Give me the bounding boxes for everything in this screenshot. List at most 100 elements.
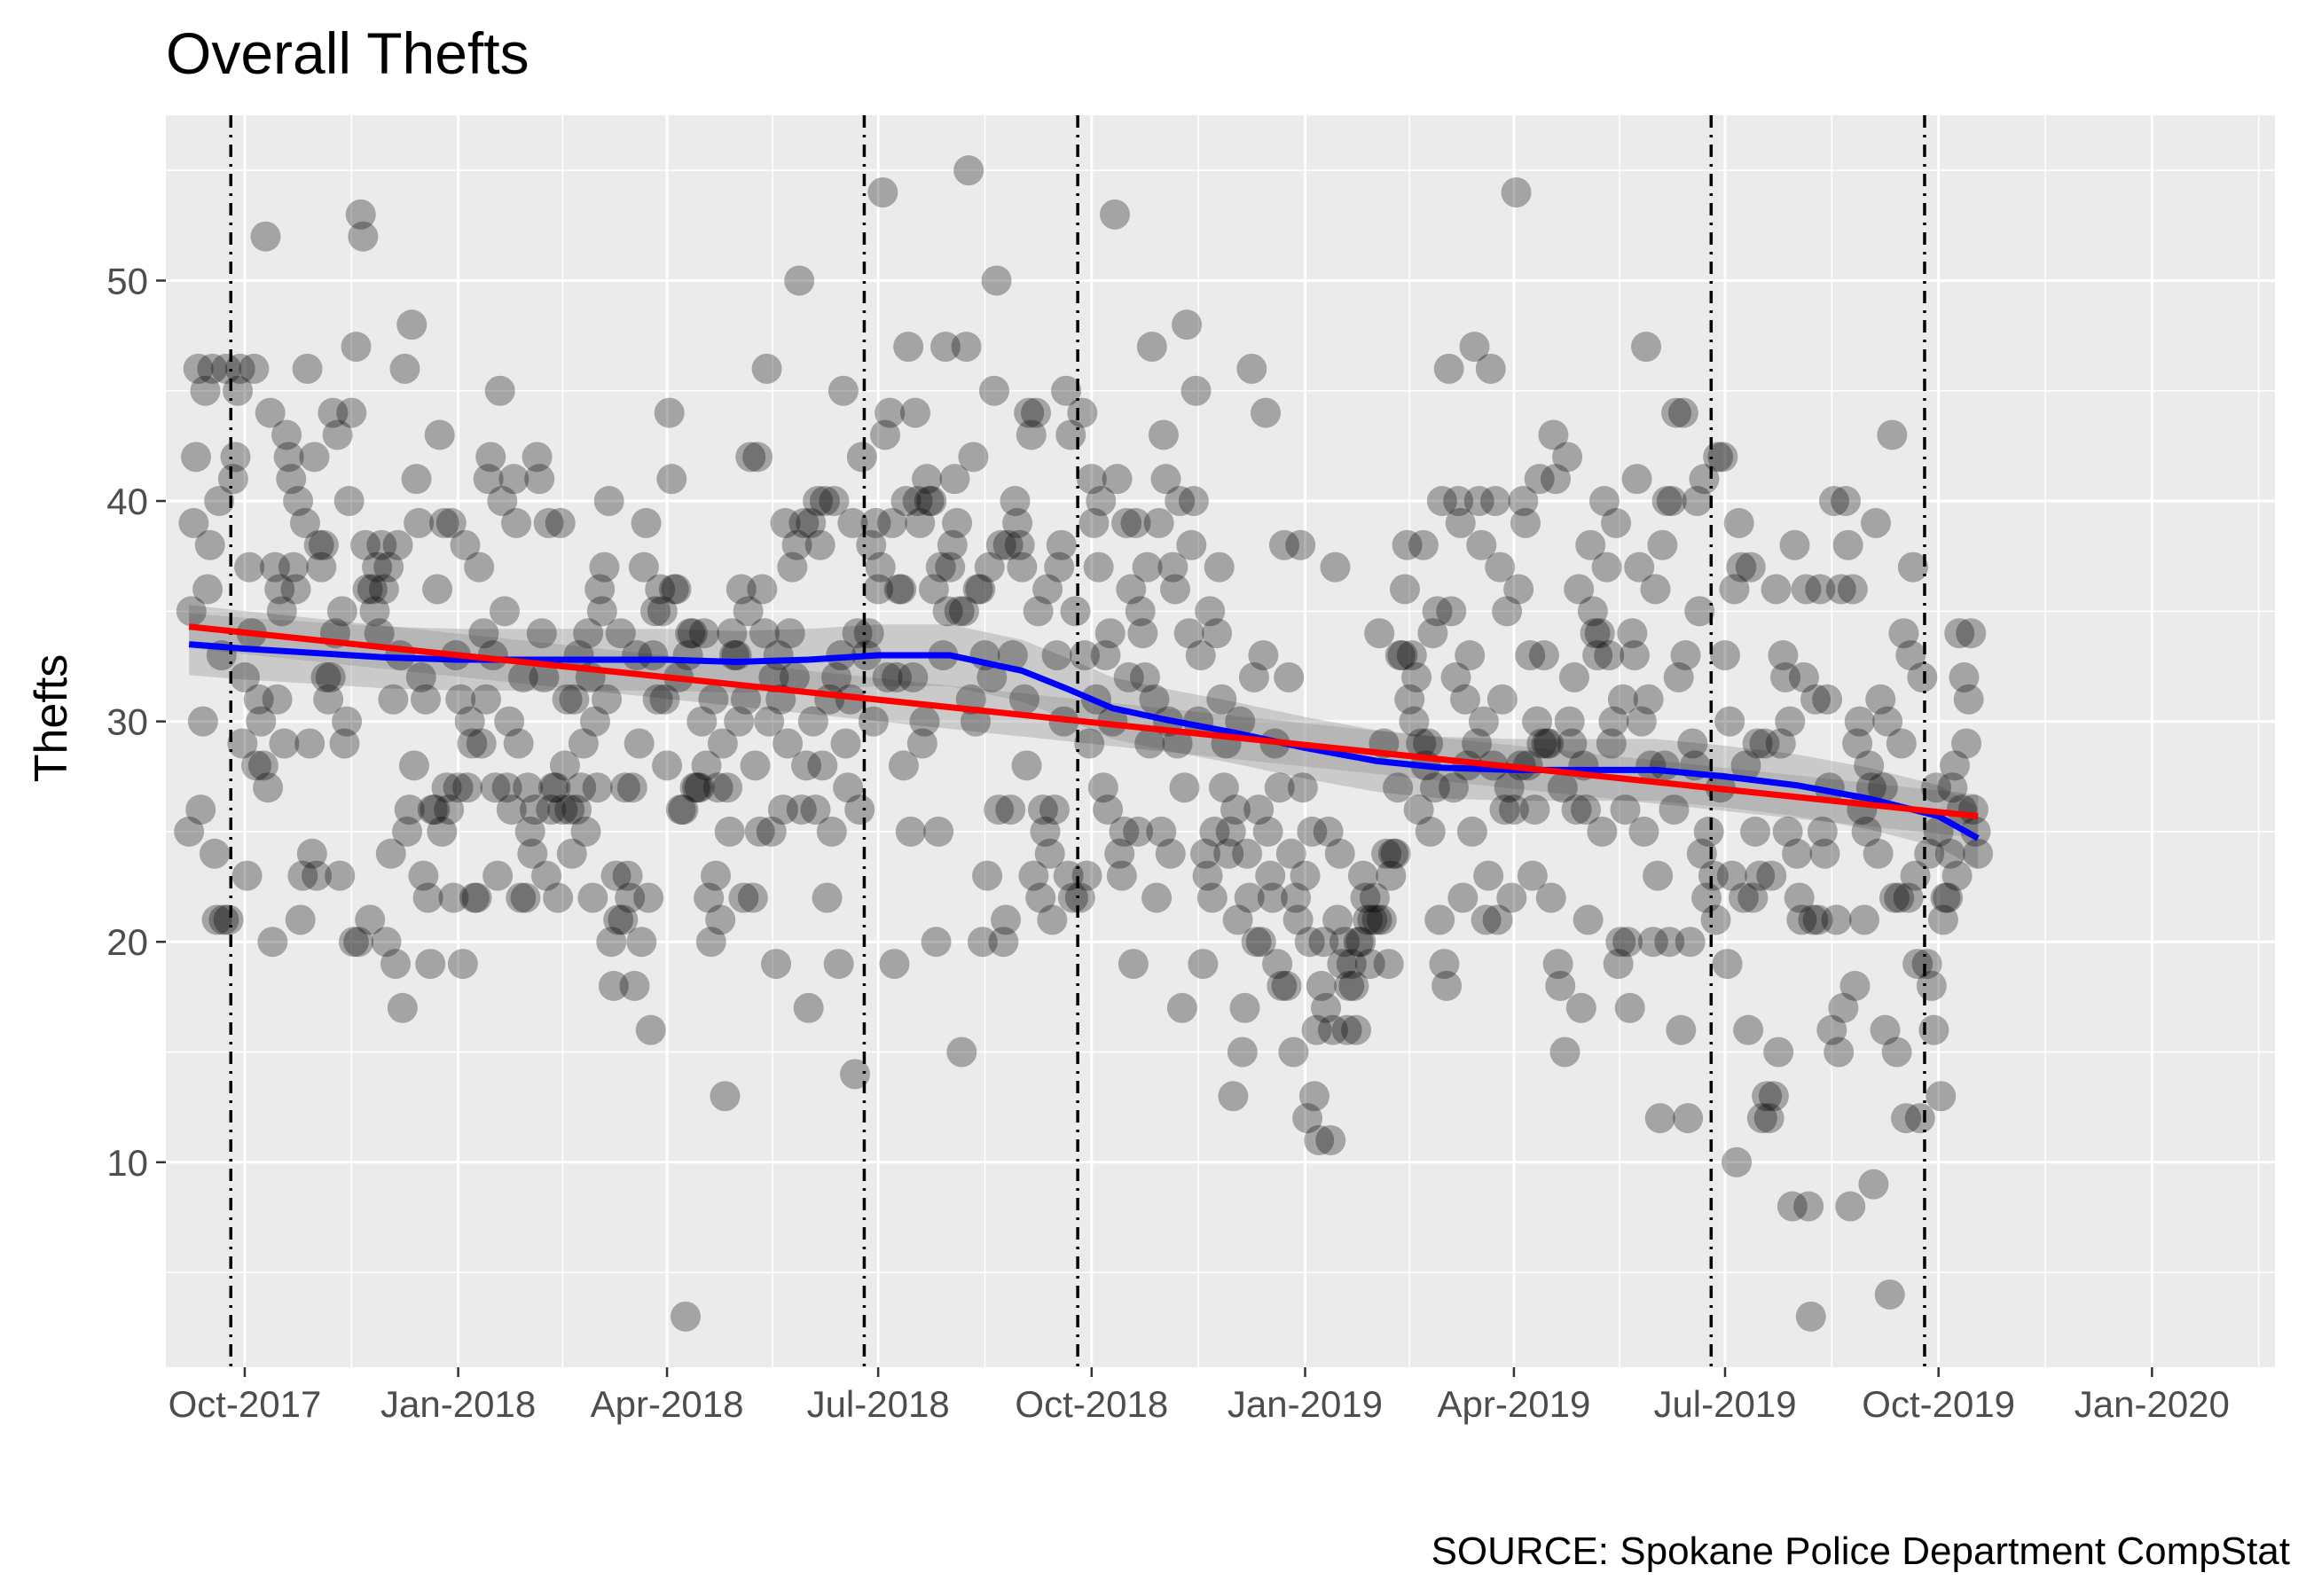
- data-point: [948, 596, 979, 627]
- y-tick-label: 10: [106, 1142, 148, 1184]
- data-point: [1594, 640, 1625, 671]
- data-point: [1229, 992, 1260, 1023]
- data-point: [392, 816, 423, 847]
- data-point: [622, 640, 653, 671]
- data-point: [733, 596, 764, 627]
- data-point: [545, 507, 576, 538]
- data-point: [352, 574, 383, 605]
- data-point: [1431, 970, 1463, 1001]
- data-point: [422, 574, 453, 605]
- data-point: [1093, 794, 1124, 825]
- data-point: [1196, 882, 1228, 913]
- data-point: [1528, 640, 1559, 671]
- data-point: [1440, 661, 1471, 692]
- data-point: [1143, 507, 1174, 538]
- data-point: [1821, 904, 1852, 935]
- data-point: [537, 772, 569, 803]
- data-point: [786, 794, 817, 825]
- data-point: [1037, 904, 1068, 935]
- data-point: [1146, 816, 1177, 847]
- data-point: [615, 882, 646, 913]
- data-point: [1835, 1191, 1866, 1222]
- data-point: [797, 706, 828, 737]
- data-point: [1327, 949, 1358, 980]
- data-point: [1872, 706, 1903, 737]
- data-point: [992, 529, 1024, 560]
- data-point: [1809, 838, 1840, 869]
- data-point: [1086, 486, 1117, 517]
- data-point: [1057, 882, 1088, 913]
- data-point: [1134, 728, 1165, 759]
- data-point: [856, 529, 887, 560]
- data-point: [229, 661, 260, 692]
- data-point: [1475, 353, 1506, 384]
- data-point: [1338, 970, 1369, 1001]
- data-point: [1336, 949, 1367, 980]
- data-point: [1282, 904, 1314, 935]
- data-point: [1039, 794, 1070, 825]
- data-point: [1377, 838, 1408, 869]
- data-point: [322, 419, 353, 450]
- data-point: [1848, 904, 1879, 935]
- data-point: [1607, 684, 1638, 715]
- data-point: [341, 332, 372, 363]
- data-point: [194, 529, 225, 560]
- data-point: [1285, 529, 1316, 560]
- data-point: [691, 750, 722, 781]
- data-point: [1624, 552, 1655, 583]
- data-point: [501, 507, 532, 538]
- data-point: [1136, 332, 1167, 363]
- data-point: [1248, 640, 1279, 671]
- x-axis: Oct-2017 Jan-2018 Apr-2018 Jul-2018 Oct-2018…: [169, 1367, 2230, 1425]
- data-point: [552, 684, 583, 715]
- x-tick-label: Oct-2019: [1862, 1383, 2015, 1425]
- data-point: [698, 684, 729, 715]
- data-point: [1433, 353, 1464, 384]
- data-point: [247, 750, 278, 781]
- data-point: [1347, 860, 1378, 891]
- data-point: [427, 816, 458, 847]
- data-point: [1923, 816, 1954, 847]
- data-point: [1129, 661, 1160, 692]
- data-point: [1535, 882, 1566, 913]
- data-point: [1252, 816, 1283, 847]
- data-point: [1709, 640, 1740, 671]
- data-point: [371, 927, 402, 958]
- data-point: [1956, 618, 1987, 649]
- data-point: [378, 684, 409, 715]
- data-point: [1459, 332, 1490, 363]
- data-point: [1591, 552, 1622, 583]
- data-point: [1268, 529, 1299, 560]
- data-point: [1447, 882, 1479, 913]
- scatter-points: [174, 155, 1994, 1332]
- data-point: [1693, 816, 1724, 847]
- data-point: [1782, 838, 1813, 869]
- data-point: [749, 618, 780, 649]
- smooth-confidence-band: [189, 613, 1979, 870]
- data-point: [767, 794, 798, 825]
- data-point: [1189, 838, 1220, 869]
- data-point: [531, 860, 562, 891]
- data-point: [183, 353, 214, 384]
- data-point: [368, 574, 399, 605]
- data-point: [1893, 882, 1924, 913]
- data-point: [1649, 750, 1680, 781]
- data-point: [695, 927, 726, 958]
- data-point: [1445, 507, 1476, 538]
- data-point: [570, 816, 601, 847]
- reference-vlines: [229, 115, 1926, 1367]
- data-point: [174, 816, 205, 847]
- data-point: [401, 464, 432, 495]
- data-point: [1798, 904, 1829, 935]
- data-point: [1526, 728, 1557, 759]
- data-point: [939, 464, 970, 495]
- data-point: [1165, 486, 1196, 517]
- data-point: [593, 486, 624, 517]
- data-point: [1587, 816, 1618, 847]
- data-point: [1677, 728, 1708, 759]
- data-point: [1007, 552, 1038, 583]
- data-point: [1588, 486, 1620, 517]
- data-point: [1053, 860, 1084, 891]
- data-point: [1643, 860, 1674, 891]
- x-tick-label: Jan-2020: [2075, 1383, 2230, 1425]
